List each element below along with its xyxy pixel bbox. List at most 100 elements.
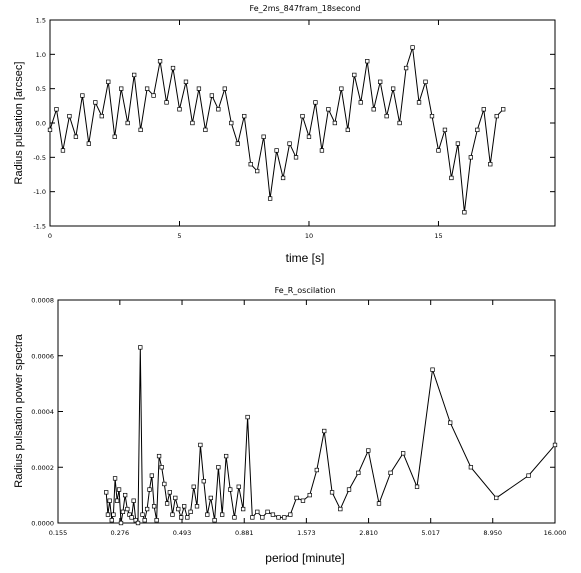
top-data-point [106, 79, 111, 84]
top-data-point [248, 162, 253, 167]
bottom-plot-frame [57, 299, 556, 524]
bottom-data-point [191, 484, 196, 489]
bottom-data-point [109, 518, 114, 523]
top-data-point [462, 210, 467, 215]
bottom-y-tick-label: 0.0008 [31, 297, 54, 305]
top-data-point [371, 107, 376, 112]
bottom-data-point [400, 451, 406, 456]
top-data-point [390, 86, 396, 91]
bottom-data-point [173, 495, 178, 501]
top-data-point [203, 127, 208, 133]
top-data-point [190, 120, 195, 126]
top-data-point [164, 100, 169, 105]
top-data-point [54, 107, 59, 112]
top-data-point [403, 65, 409, 71]
bottom-data-point [154, 518, 159, 523]
top-x-tick-label: 5 [177, 232, 181, 240]
bottom-data-point [307, 492, 312, 498]
bottom-data-point [338, 506, 343, 512]
top-data-point [397, 120, 402, 126]
bottom-x-tick-label: 16.000 [544, 529, 567, 537]
top-data-point [112, 134, 117, 139]
top-data-point [326, 107, 331, 112]
top-data-point [86, 141, 91, 146]
bottom-data-point [265, 509, 270, 514]
bottom-chart-title: Fe_R_oscilation [275, 286, 336, 295]
bottom-data-point [194, 504, 200, 509]
bottom-data-point [314, 467, 319, 473]
bottom-x-tick-label: 2.810 [359, 529, 378, 537]
bottom-data-point [112, 476, 118, 481]
bottom-data-point [122, 492, 128, 498]
top-chart-title: Fe_2ms_847fram_18second [250, 4, 361, 13]
top-y-tick-label: 0.5 [36, 85, 46, 93]
top-data-point [183, 79, 189, 84]
top-data-point [300, 113, 305, 119]
top-data-point [125, 120, 130, 126]
bottom-data-point [223, 453, 229, 459]
bottom-data-point [111, 512, 116, 517]
top-data-point [449, 175, 454, 181]
bottom-data-point [300, 498, 306, 503]
bottom-data-point [138, 345, 143, 350]
bottom-data-point [552, 442, 558, 448]
top-data-point [242, 113, 247, 119]
top-data-point [436, 148, 441, 153]
bottom-data-point [120, 509, 126, 514]
top-x-axis-label: time [s] [286, 251, 325, 265]
top-data-point [416, 100, 422, 105]
top-data-point [378, 79, 383, 84]
bottom-data-point [149, 473, 154, 478]
top-data-point [196, 86, 202, 91]
top-data-point [67, 113, 72, 119]
bottom-data-point [159, 465, 164, 470]
bottom-data-point [255, 509, 260, 514]
bottom-data-point [151, 504, 157, 509]
bottom-data-point [129, 515, 134, 520]
top-y-ticks: -1.5 -1.0 -0.5 0.0 0.5 1.0 1.5 [33, 17, 555, 231]
top-data-point [132, 72, 137, 78]
top-data-point [287, 141, 292, 146]
bottom-data-point [198, 442, 203, 448]
bottom-data-point [185, 515, 190, 520]
bottom-data-point [176, 506, 181, 512]
bottom-data-point [346, 487, 352, 492]
bottom-x-tick-label: 5.017 [421, 529, 440, 537]
top-data-point [488, 162, 493, 167]
top-y-tick-label: -0.5 [33, 154, 46, 162]
top-y-tick-label: 0.0 [36, 120, 46, 128]
bottom-data-point [135, 520, 141, 526]
bottom-data-point [167, 490, 172, 495]
top-data-point [293, 155, 299, 160]
bottom-data-point [216, 465, 221, 470]
bottom-data-point [118, 520, 124, 526]
top-data-point [306, 134, 312, 139]
bottom-data-point [376, 501, 382, 506]
top-data-point [274, 148, 279, 153]
top-data-point [177, 107, 182, 112]
bottom-data-point [208, 495, 213, 501]
top-data-point [267, 196, 273, 201]
top-y-tick-label: -1.5 [33, 223, 46, 231]
bottom-data-point [270, 512, 276, 517]
bottom-data-point [276, 515, 281, 520]
top-data-point [280, 175, 286, 181]
bottom-x-tick-label: 1.573 [297, 529, 316, 537]
bottom-data-point [205, 512, 210, 517]
bottom-data-point [288, 512, 293, 517]
bottom-data-point [182, 504, 187, 509]
bottom-data-point [329, 490, 335, 495]
bottom-data-point [240, 506, 246, 512]
bottom-data-point [105, 512, 111, 517]
bottom-x-tick-label: 0.881 [235, 529, 254, 537]
top-data-point [222, 86, 227, 91]
bottom-y-tick-label: 0.0000 [31, 520, 54, 528]
bottom-y-tick-label: 0.0004 [31, 408, 54, 416]
top-data-point [319, 148, 325, 153]
bottom-data-point [220, 512, 225, 517]
bottom-y-tick-label: 0.0002 [31, 464, 54, 472]
bottom-data-point [260, 515, 265, 520]
top-data-point [352, 72, 357, 78]
top-data-point [73, 134, 79, 139]
bottom-data-point [250, 515, 255, 520]
